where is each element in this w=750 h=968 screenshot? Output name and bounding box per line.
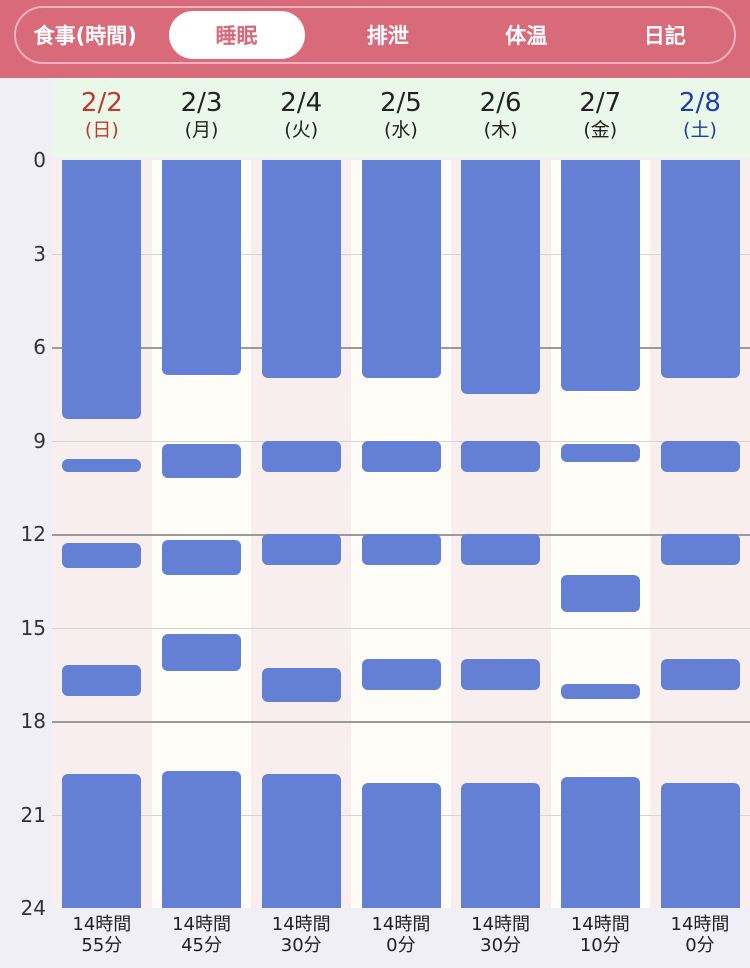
y-tick-label: 3 <box>33 241 46 266</box>
sleep-total-minutes: 10分 <box>579 935 621 956</box>
sleep-bar <box>361 160 441 379</box>
sleep-bar <box>162 770 242 908</box>
sleep-bar <box>560 160 640 391</box>
sleep-bar <box>261 668 341 703</box>
y-tick-label: 9 <box>33 428 46 453</box>
gridline <box>52 721 750 723</box>
sleep-bar <box>62 664 142 697</box>
sleep-bar <box>660 783 740 908</box>
sleep-bar <box>461 658 541 690</box>
sleep-bar <box>162 540 242 575</box>
y-tick-label: 12 <box>20 522 46 546</box>
date-column-header: 2/3 (月) <box>152 78 252 158</box>
sleep-total-minutes: 0分 <box>685 935 715 956</box>
sleep-bar <box>660 160 740 379</box>
sleep-bar <box>560 443 640 463</box>
sleep-total: 14時間 45分 <box>152 910 252 968</box>
date-label: 2/8 <box>679 88 721 118</box>
sleep-bar <box>461 783 541 908</box>
sleep-total-minutes: 55分 <box>81 935 123 956</box>
sleep-total: 14時間 0分 <box>650 910 750 968</box>
weekday-label: (金) <box>583 119 618 141</box>
weekday-label: (土) <box>683 119 717 141</box>
sleep-total-hours: 14時間 <box>172 914 231 935</box>
sleep-total-minutes: 0分 <box>386 935 416 956</box>
daily-sleep-totals: 14時間 55分 14時間 45分 14時間 30分 14時間 0分 14時間 30分 14時間 10… <box>52 910 750 968</box>
sleep-total: 14時間 30分 <box>251 910 351 968</box>
sleep-total: 14時間 0分 <box>351 910 451 968</box>
y-tick-label: 15 <box>20 615 46 640</box>
date-column-header: 2/7 (金) <box>550 78 650 158</box>
tab-2[interactable]: 排泄 <box>366 24 409 48</box>
sleep-total-hours: 14時間 <box>72 914 132 935</box>
sleep-bar <box>261 160 341 379</box>
gridline <box>52 627 750 629</box>
sleep-bar <box>62 773 142 908</box>
tab-0[interactable]: 食事(時間) <box>33 24 137 48</box>
date-label: 2/2 <box>80 88 123 118</box>
y-tick-label: 21 <box>20 802 46 827</box>
weekday-label: (水) <box>383 119 418 141</box>
sleep-bar <box>261 440 341 472</box>
sleep-bar <box>162 633 242 672</box>
sleep-total-minutes: 45分 <box>181 935 222 956</box>
sleep-bar <box>660 440 740 472</box>
sleep-bar <box>361 658 441 690</box>
date-column-header: 2/6 (木) <box>451 78 551 158</box>
sleep-bar <box>261 773 341 908</box>
sleep-bar <box>361 783 441 908</box>
date-header: 2/2 (日) 2/3 (月) 2/4 (火) 2/5 (水) 2/6 (木) 2/7 (金) 2/8(… <box>52 78 750 158</box>
sleep-total: 14時間 30分 <box>451 910 551 968</box>
y-axis: 0 3 6 9 12 15 18 21 24 <box>0 148 52 920</box>
sleep-chart <box>52 160 750 908</box>
date-column-header: 2/4 (火) <box>251 78 351 158</box>
sleep-bar <box>361 534 441 566</box>
date-column-header: 2/2 (日) <box>52 78 152 158</box>
sleep-bar <box>162 160 242 376</box>
sleep-total: 14時間 10分 <box>550 910 650 968</box>
sleep-total-hours: 14時間 <box>471 914 531 935</box>
y-tick-label: 18 <box>20 709 46 733</box>
sleep-bar <box>62 459 142 472</box>
sleep-bar <box>461 160 541 394</box>
sleep-total-hours: 14時間 <box>271 914 331 935</box>
sleep-bar <box>461 440 541 472</box>
weekday-label: (木) <box>483 119 518 141</box>
sleep-bar <box>261 534 341 566</box>
date-column-header: 2/5 (水) <box>351 78 451 158</box>
sleep-total: 14時間 55分 <box>52 910 152 968</box>
date-label: 2/7 <box>579 88 622 118</box>
sleep-total-hours: 14時間 <box>670 914 730 935</box>
y-tick-label: 24 <box>20 896 46 920</box>
sleep-bar <box>62 543 142 569</box>
sleep-total-hours: 14時間 <box>371 914 431 935</box>
sleep-bar <box>461 534 541 566</box>
sleep-bar <box>560 683 640 700</box>
sleep-total-minutes: 30分 <box>480 935 522 956</box>
date-label: 2/6 <box>479 88 522 118</box>
tab-bar: 食事(時間) 睡眠 排泄 体温 日記 <box>14 6 736 64</box>
weekday-label: (月) <box>184 119 219 141</box>
tab-3[interactable]: 体温 <box>505 24 548 48</box>
sleep-bar <box>361 440 441 472</box>
top-navigation-bar: 食事(時間) 睡眠 排泄 体温 日記 <box>0 0 750 78</box>
y-tick-label: 6 <box>33 335 46 359</box>
sleep-total-minutes: 30分 <box>280 935 322 956</box>
sleep-bar <box>560 574 640 612</box>
sleep-total-hours: 14時間 <box>570 914 630 935</box>
sleep-bar <box>62 160 142 419</box>
weekday-label: (日) <box>84 119 119 141</box>
y-tick-label: 0 <box>33 148 46 172</box>
tab-4[interactable]: 日記 <box>643 24 686 48</box>
sleep-bar <box>162 443 242 478</box>
weekday-label: (火) <box>284 119 319 141</box>
date-label: 2/3 <box>180 88 223 118</box>
sleep-bar <box>660 534 740 566</box>
sleep-bar <box>560 777 640 908</box>
tab-1[interactable]: 睡眠 <box>168 11 305 59</box>
date-label: 2/4 <box>280 88 323 118</box>
sleep-bar <box>660 658 740 690</box>
date-column-header: 2/8 (土) <box>650 78 750 158</box>
date-label: 2/5 <box>379 88 422 118</box>
